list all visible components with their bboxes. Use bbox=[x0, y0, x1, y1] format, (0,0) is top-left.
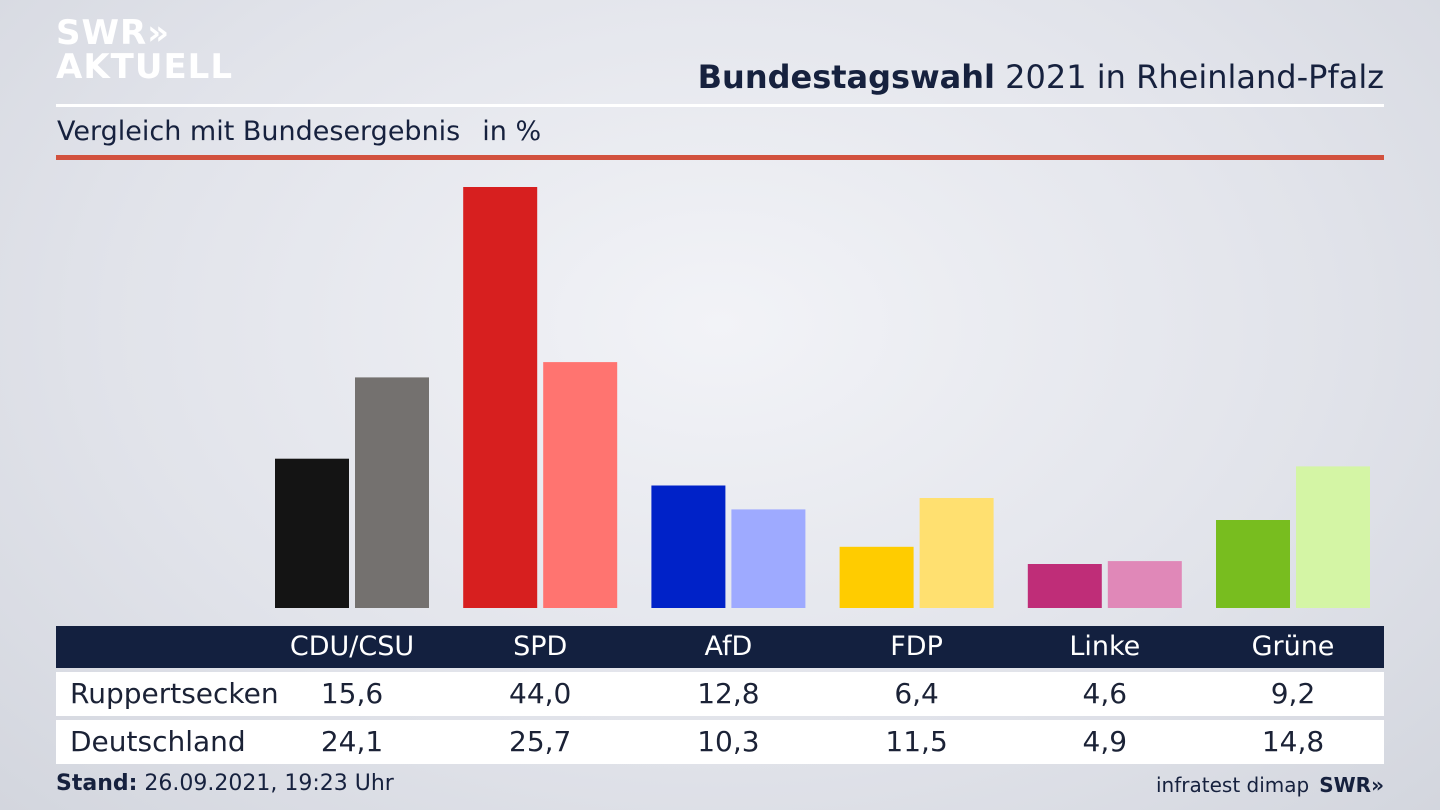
bar-fdp-deutschland bbox=[919, 498, 994, 608]
results-table: CDU/CSU SPD AfD FDP Linke Grüne Ruppertsecken… bbox=[56, 626, 1384, 764]
table-row-ruppertsecken: Ruppertsecken 15,6 44,0 12,8 6,4 4,6 9,2 bbox=[56, 672, 1384, 716]
subtitle-text: Vergleich mit Bundesergebnis bbox=[57, 116, 461, 147]
stand-label: Stand: bbox=[56, 771, 138, 796]
swr-aktuell-logo: SWR» AKTUELL bbox=[56, 16, 233, 84]
bar-linke-deutschland bbox=[1107, 561, 1182, 608]
bar-cdu-csu-deutschland bbox=[355, 377, 429, 608]
bar-gr-ne-deutschland bbox=[1296, 466, 1370, 608]
header-spd: SPD bbox=[513, 631, 568, 662]
value-ruppertsecken-afd: 12,8 bbox=[697, 677, 760, 710]
title-bold: Bundestagswahl bbox=[697, 58, 995, 96]
title-rest: 2021 in Rheinland-Pfalz bbox=[995, 58, 1384, 96]
value-ruppertsecken-spd: 44,0 bbox=[509, 677, 572, 710]
header-gr-ne: Grüne bbox=[1251, 631, 1335, 662]
value-deutschland-fdp: 11,5 bbox=[885, 725, 948, 758]
header-fdp: FDP bbox=[890, 631, 943, 662]
bar-gr-ne-ruppertsecken bbox=[1216, 520, 1290, 608]
timestamp: Stand: 26.09.2021, 19:23 Uhr bbox=[56, 771, 394, 796]
value-ruppertsecken-cdu-csu: 15,6 bbox=[320, 677, 384, 710]
table-row-deutschland: Deutschland 24,1 25,7 10,3 11,5 4,9 14,8 bbox=[56, 720, 1384, 764]
bar-linke-ruppertsecken bbox=[1027, 564, 1102, 608]
stand-value: 26.09.2021, 19:23 Uhr bbox=[137, 771, 394, 796]
header-afd: AfD bbox=[704, 631, 753, 662]
row-label-ruppertsecken: Ruppertsecken bbox=[70, 677, 279, 710]
subtitle-divider bbox=[56, 155, 1384, 160]
bar-cdu-csu-ruppertsecken bbox=[275, 458, 349, 608]
value-deutschland-spd: 25,7 bbox=[509, 725, 572, 758]
subtitle-unit: in % bbox=[482, 116, 542, 147]
value-ruppertsecken-gr-ne: 9,2 bbox=[1270, 677, 1316, 710]
table-header: CDU/CSU SPD AfD FDP Linke Grüne bbox=[56, 626, 1384, 668]
title-divider bbox=[56, 104, 1384, 107]
value-deutschland-gr-ne: 14,8 bbox=[1261, 725, 1325, 758]
value-deutschland-afd: 10,3 bbox=[697, 725, 760, 758]
source-credit: infratest dimap SWR» bbox=[1156, 773, 1384, 797]
source-text: infratest dimap bbox=[1156, 773, 1310, 797]
logo-line-1: SWR» bbox=[56, 13, 171, 53]
bar-afd-deutschland bbox=[731, 509, 806, 608]
bar-afd-ruppertsecken bbox=[651, 485, 726, 608]
bar-chart bbox=[275, 187, 1370, 608]
row-label-deutschland: Deutschland bbox=[70, 725, 246, 758]
bar-spd-deutschland bbox=[543, 362, 618, 608]
value-deutschland-cdu-csu: 24,1 bbox=[320, 725, 384, 758]
logo-line-2: AKTUELL bbox=[56, 47, 234, 87]
subtitle: Vergleich mit Bundesergebnis in % bbox=[57, 116, 541, 147]
value-ruppertsecken-fdp: 6,4 bbox=[894, 677, 939, 710]
header-linke: Linke bbox=[1069, 631, 1141, 662]
bar-spd-ruppertsecken bbox=[463, 187, 538, 608]
page-title: Bundestagswahl 2021 in Rheinland-Pfalz bbox=[698, 58, 1384, 96]
header-cdu-csu: CDU/CSU bbox=[289, 631, 415, 662]
bar-fdp-ruppertsecken bbox=[839, 546, 914, 608]
value-ruppertsecken-linke: 4,6 bbox=[1082, 677, 1128, 710]
value-deutschland-linke: 4,9 bbox=[1082, 725, 1128, 758]
swr-brand: SWR» bbox=[1319, 773, 1384, 797]
